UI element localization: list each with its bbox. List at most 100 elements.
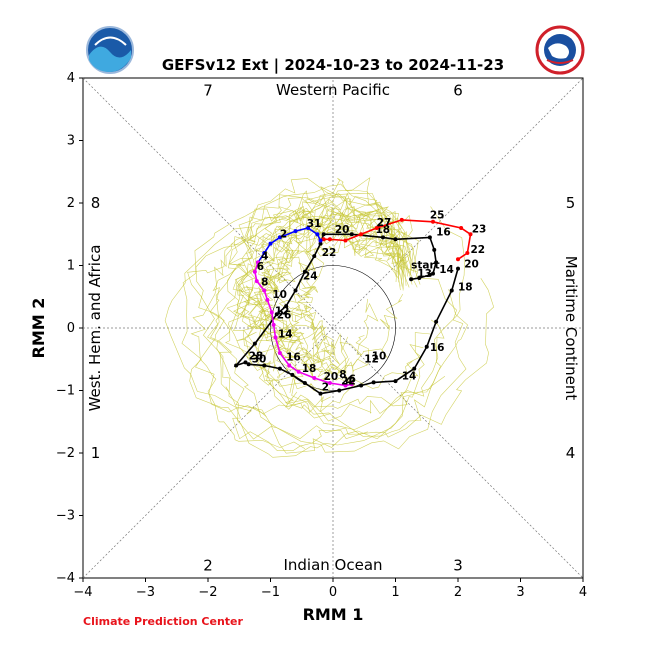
series-point: [315, 232, 320, 237]
series-point: [412, 366, 417, 371]
series-point: [374, 226, 379, 230]
series-point: [434, 260, 439, 265]
series-point: [399, 217, 404, 222]
series-point: [434, 319, 439, 324]
series-point: [277, 235, 282, 240]
series-point: [427, 272, 432, 277]
phase-number: 7: [203, 82, 213, 100]
day-label: 2: [322, 382, 329, 394]
y-tick-label: 3: [67, 134, 75, 149]
ensemble-track: [228, 192, 405, 419]
day-label: 14: [439, 264, 454, 276]
phase-number: 5: [566, 194, 576, 212]
day-label: 27: [377, 217, 392, 229]
series-point: [262, 363, 267, 368]
region-label-right: Maritime Continent: [562, 256, 580, 401]
ensemble-track: [195, 207, 405, 417]
series-point: [312, 254, 317, 259]
x-tick-label: −4: [73, 585, 92, 600]
phase-number: 4: [566, 444, 576, 462]
series-track: 31 24: [256, 218, 323, 265]
series-track: 23 25 27: [318, 210, 487, 262]
series-point: [371, 380, 376, 385]
day-label: 22: [471, 244, 486, 256]
series-point: [465, 251, 470, 255]
series-point: [262, 251, 267, 255]
credit-text: Climate Prediction Center: [83, 615, 243, 628]
x-tick-label: −2: [198, 585, 217, 600]
day-label: 6: [349, 373, 356, 385]
series-point: [293, 288, 298, 293]
y-tick-label: 1: [67, 259, 75, 274]
series-point: [456, 257, 460, 262]
series-point: [343, 238, 348, 243]
day-label: 23: [472, 223, 487, 235]
series-point: [271, 322, 276, 327]
ensemble-track: [195, 194, 418, 413]
x-axis-label: RMM 1: [303, 605, 364, 624]
series-point: [359, 232, 364, 237]
ensemble-track: [278, 222, 411, 353]
day-label: 26: [277, 310, 292, 322]
day-label: 16: [286, 352, 301, 364]
day-label: 2: [280, 228, 287, 240]
series-point: [246, 362, 251, 367]
day-label: 4: [346, 375, 353, 387]
series-point: [318, 241, 323, 246]
series-point: [393, 379, 398, 384]
day-label: 12: [275, 305, 290, 317]
ensemble-track: [254, 210, 400, 379]
series-point: [409, 277, 414, 282]
x-tick-label: 2: [454, 585, 462, 600]
series-point: [274, 312, 279, 317]
y-tick-label: −4: [56, 571, 75, 586]
series-point: [273, 335, 278, 340]
ensemble-track: [232, 192, 446, 437]
day-label: 20: [464, 258, 479, 270]
series-point: [431, 219, 435, 224]
ensemble-track: [227, 207, 401, 383]
day-label: 28: [249, 350, 264, 362]
phase-number: 1: [91, 444, 101, 462]
ensemble-track: [181, 194, 468, 458]
y-tick-label: −3: [56, 509, 75, 524]
series-point: [290, 372, 295, 377]
y-tick-label: 0: [67, 321, 75, 336]
noaa-logo-icon: [86, 26, 134, 74]
series-point: [287, 363, 292, 368]
day-label: 16: [436, 227, 451, 239]
series-point: [306, 226, 310, 230]
series-point: [468, 232, 473, 237]
y-tick-label: 2: [67, 196, 75, 211]
day-label: 25: [430, 210, 445, 222]
series-point: [262, 288, 267, 293]
ensemble-track: [254, 211, 404, 374]
day-label: 12: [364, 353, 379, 365]
x-tick-label: −3: [136, 585, 155, 600]
series-point: [327, 237, 332, 242]
day-label: 24: [303, 270, 318, 282]
ensemble-track: [187, 178, 425, 454]
day-label: 18: [458, 282, 473, 294]
region-label-bottom: Indian Ocean: [283, 556, 382, 574]
day-label: 22: [341, 375, 356, 387]
day-label: 4: [261, 250, 268, 262]
series-point: [277, 351, 282, 355]
series-point: [359, 383, 364, 388]
series-point: [265, 297, 270, 302]
series-point: [321, 237, 326, 242]
reference-lines: [82, 77, 584, 579]
x-tick-label: 4: [579, 585, 587, 600]
series-point: [321, 232, 326, 237]
series-point: [302, 269, 307, 274]
series-point: [393, 237, 398, 242]
series-point: [296, 369, 301, 374]
x-tick-label: 1: [391, 585, 399, 600]
y-tick-label: 4: [67, 71, 75, 86]
series-point: [459, 226, 464, 230]
